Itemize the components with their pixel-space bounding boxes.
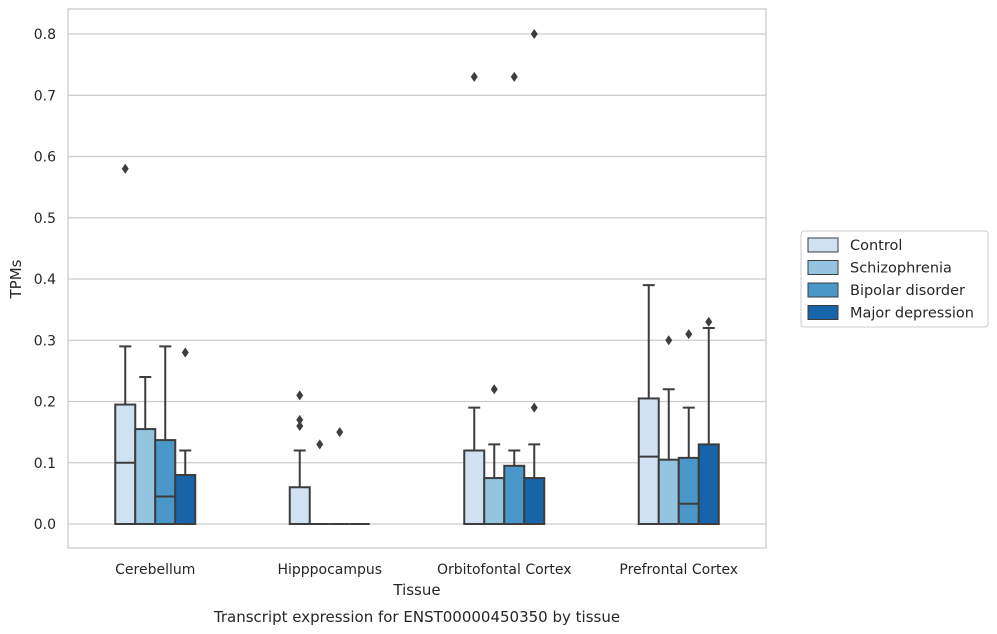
legend-swatch [807, 237, 839, 253]
legend-item-major-depression: Major depression [807, 305, 974, 322]
y-tick-label: 0.1 [34, 456, 56, 472]
legend-item-schizophrenia: Schizophrenia [807, 260, 952, 277]
legend-label: Bipolar disorder [850, 283, 965, 299]
box-body [134, 428, 157, 525]
outlier-point [705, 316, 713, 327]
outlier-point [296, 414, 304, 425]
box-body [114, 403, 137, 525]
legend: Control Schizophrenia Bipolar disorder Majo… [800, 230, 989, 328]
x-tick-label: Hipppocampus [277, 562, 382, 578]
box-body [697, 443, 720, 525]
y-tick-label: 0.0 [34, 517, 56, 533]
y-tick-labels: 0.0 0.1 0.2 0.3 0.4 0.5 0.6 0.7 0.8 [34, 27, 56, 533]
outlier-point [181, 347, 189, 358]
box-body [174, 474, 197, 525]
legend-label: Major depression [850, 306, 974, 322]
outlier-point [665, 335, 673, 346]
legend-label: Control [850, 238, 902, 254]
y-tick-label: 0.6 [34, 150, 56, 166]
legend-item-bipolar-disorder: Bipolar disorder [807, 282, 965, 299]
chart-caption: Transcript expression for ENST0000045035… [213, 608, 620, 626]
box-body [463, 449, 486, 525]
legend-swatch [807, 260, 839, 275]
box-body [637, 397, 660, 525]
box-hipppocampus-bipolar-disorder [329, 427, 350, 525]
box-body [483, 477, 506, 525]
y-axis-title: TPMs [7, 259, 25, 299]
outlier-point [296, 390, 304, 401]
y-tick-label: 0.2 [34, 395, 56, 411]
box-prefrontal-cortex-bipolar-disorder [677, 329, 700, 526]
legend-swatch [807, 305, 839, 320]
y-tick-label: 0.8 [34, 27, 56, 43]
outlier-point [685, 329, 693, 340]
y-tick-label: 0.5 [34, 211, 56, 227]
outlier-point [530, 29, 538, 39]
box-prefrontal-cortex-control [637, 284, 660, 525]
x-axis-title: Tissue [392, 581, 440, 599]
box-orbitofontal-cortex-control [463, 71, 486, 525]
outlier-point [336, 427, 344, 438]
legend-label: Schizophrenia [850, 261, 952, 277]
x-tick-label: Orbitofontal Cortex [437, 562, 572, 578]
x-tick-label: Cerebellum [115, 562, 195, 578]
outlier-point [121, 163, 129, 174]
box-cerebellum-schizophrenia [134, 376, 157, 525]
box-body [503, 464, 526, 525]
legend-frame [800, 230, 989, 328]
box-hipppocampus-schizophrenia [309, 439, 330, 525]
legend-item-control: Control [807, 237, 902, 254]
y-tick-label: 0.3 [34, 333, 56, 349]
box-orbitofontal-cortex-major-depression [523, 29, 546, 525]
y-tick-label: 0.4 [34, 272, 56, 288]
x-tick-labels: Cerebellum Hipppocampus Orbitofontal Corte… [115, 562, 738, 578]
box-cerebellum-major-depression [174, 347, 197, 525]
outlier-point [296, 421, 304, 431]
box-orbitofontal-cortex-schizophrenia [483, 384, 506, 525]
legend-swatch [807, 282, 839, 298]
box-body [657, 458, 680, 525]
x-tick-label: Prefrontal Cortex [619, 562, 738, 578]
box-hipppocampus-control [288, 390, 311, 525]
plot-frame [67, 8, 767, 549]
box-plots [114, 29, 720, 526]
box-body [677, 456, 700, 526]
y-tick-label: 0.7 [34, 88, 56, 104]
outlier-point [510, 71, 518, 82]
box-cerebellum-bipolar-disorder [154, 345, 177, 525]
box-prefrontal-cortex-major-depression [697, 316, 720, 525]
outlier-point [470, 71, 478, 82]
box-prefrontal-cortex-schizophrenia [657, 335, 680, 525]
outlier-point [490, 384, 498, 395]
box-orbitofontal-cortex-bipolar-disorder [503, 71, 526, 525]
box-body [523, 477, 546, 525]
outlier-point [530, 402, 538, 413]
box-body [154, 439, 177, 525]
outlier-point [316, 439, 324, 450]
box-body [288, 486, 311, 525]
